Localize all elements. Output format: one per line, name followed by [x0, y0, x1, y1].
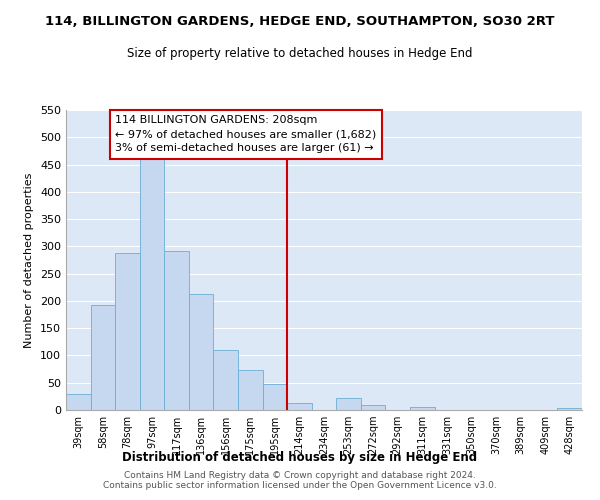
Bar — [91, 306, 115, 410]
Bar — [557, 408, 582, 410]
Bar — [164, 252, 189, 410]
Y-axis label: Number of detached properties: Number of detached properties — [25, 172, 34, 348]
Bar — [238, 370, 263, 410]
Bar — [263, 384, 287, 410]
Bar — [361, 405, 385, 410]
Text: Distribution of detached houses by size in Hedge End: Distribution of detached houses by size … — [122, 451, 478, 464]
Bar — [336, 398, 361, 410]
Text: Size of property relative to detached houses in Hedge End: Size of property relative to detached ho… — [127, 48, 473, 60]
Bar — [189, 294, 214, 410]
Bar — [66, 394, 91, 410]
Text: Contains public sector information licensed under the Open Government Licence v3: Contains public sector information licen… — [103, 481, 497, 490]
Text: 114, BILLINGTON GARDENS, HEDGE END, SOUTHAMPTON, SO30 2RT: 114, BILLINGTON GARDENS, HEDGE END, SOUT… — [45, 15, 555, 28]
Bar — [115, 254, 140, 410]
Bar — [214, 350, 238, 410]
Bar — [287, 403, 312, 410]
Bar — [410, 408, 434, 410]
Text: 114 BILLINGTON GARDENS: 208sqm
← 97% of detached houses are smaller (1,682)
3% o: 114 BILLINGTON GARDENS: 208sqm ← 97% of … — [115, 116, 376, 154]
Text: Contains HM Land Registry data © Crown copyright and database right 2024.: Contains HM Land Registry data © Crown c… — [124, 471, 476, 480]
Bar — [140, 159, 164, 410]
